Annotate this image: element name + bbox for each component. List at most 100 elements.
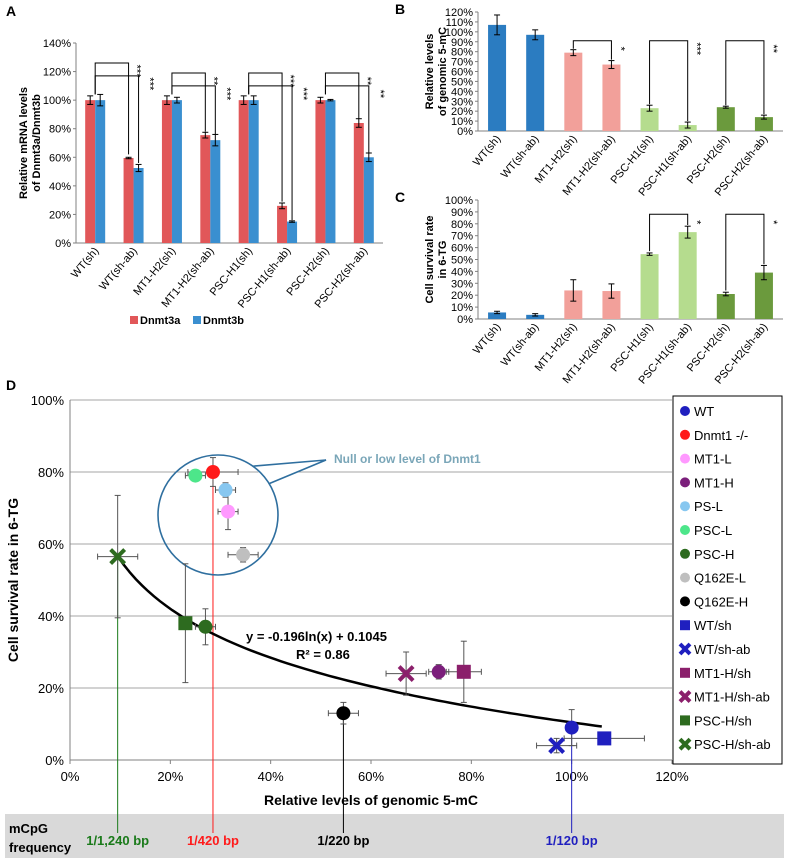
legend-box [672, 395, 783, 765]
marker-circle [198, 619, 213, 634]
y-tick-label: 60% [49, 152, 71, 164]
legend-label-dnmt3a: Dnmt3a [140, 315, 181, 327]
panel-letter-b: B [395, 1, 405, 17]
significance-stars: *** [144, 77, 156, 91]
legend-label: Dnmt1 -/- [694, 428, 748, 443]
fit-curve [116, 555, 602, 728]
y-tick-label: 60% [451, 243, 473, 255]
bar-dnmt3b [248, 100, 259, 244]
data-point-mt1-h-sh [445, 640, 482, 703]
marker-circle [431, 664, 446, 679]
significance-bracket [324, 72, 360, 119]
y-tick-label: 140% [43, 38, 71, 50]
bar [564, 290, 583, 319]
significance-bracket [725, 213, 765, 291]
legend-label-dnmt3b: Dnmt3b [203, 315, 244, 327]
marker-x [678, 642, 692, 656]
y-tick-label: 100% [445, 195, 473, 207]
y-axis-title: in 6-TG [437, 241, 449, 279]
legend-swatch-dnmt3a [130, 316, 138, 324]
frequency-title-line2: frequency [9, 840, 72, 855]
x-tick-label: 120% [655, 769, 689, 784]
y-tick-label: 50% [451, 76, 473, 88]
x-tick-label: 80% [458, 769, 484, 784]
bar [716, 294, 735, 319]
significance-bracket [94, 75, 140, 163]
marker-circle [218, 483, 233, 497]
y-tick-label: 120% [445, 7, 473, 19]
y-axis-title: Cell survival rate in 6-TG [5, 498, 21, 662]
y-tick-label: 40% [38, 609, 64, 624]
bar [640, 254, 659, 319]
panel-d-chart: 0%20%40%60%80%100%0% 20% 40% 60% 80% 100% 120%… [5, 393, 783, 855]
marker-circle [336, 706, 351, 721]
data-point-wt [564, 709, 579, 747]
significance-bracket [725, 40, 765, 115]
bar-dnmt3b [133, 168, 144, 243]
legend-label: PSC-H/sh [694, 713, 752, 728]
panel-a-chart: 0% 20% 40% 60% 80% 100% 120% 140% Relative mRNA … [18, 38, 386, 327]
bar-dnmt3a [85, 100, 96, 244]
x-tick-label: 20% [157, 769, 183, 784]
callout-text: Null or low level of Dnmt1 [334, 452, 481, 466]
x-tick-label: 40% [258, 769, 284, 784]
bar-dnmt3a [200, 135, 211, 243]
significance-stars: ** [207, 77, 219, 86]
significance-stars: * [691, 220, 703, 225]
bar [754, 117, 773, 131]
panel-b-chart: 0%10%20%30%40%50%60%70%80%90%100%110%120… [424, 7, 783, 199]
category-label: WT(sh-ab) [499, 321, 542, 369]
bar-dnmt3b [95, 100, 106, 244]
y-tick-label: 80% [49, 124, 71, 136]
bar [488, 24, 507, 132]
fit-r2: R² = 0.86 [296, 647, 350, 662]
data-point-psc-l [184, 468, 206, 483]
marker-square [597, 731, 612, 746]
frequency-label: 1/220 bp [317, 833, 369, 848]
x-tick-label: 60% [358, 769, 384, 784]
fit-equation: y = -0.196ln(x) + 0.1045 [246, 629, 387, 644]
data-point-psc-h-sh-ab [97, 494, 139, 619]
bar-dnmt3a [161, 100, 172, 244]
marker-square [680, 620, 690, 631]
bar [526, 34, 545, 131]
y-tick-label: 100% [445, 27, 473, 39]
bar-dnmt3a [315, 100, 326, 244]
marker-x [397, 665, 415, 683]
data-point-q162e-l [227, 547, 259, 563]
significance-bracket [248, 85, 293, 221]
legend-label: Q162E-H [694, 594, 748, 609]
marker-square [680, 715, 690, 726]
y-tick-label: 30% [451, 278, 473, 290]
bar-dnmt3b [171, 100, 182, 244]
significance-stars: *** [284, 75, 296, 89]
frequency-label: 1/120 bp [546, 833, 598, 848]
y-tick-label: 90% [451, 207, 473, 219]
marker-circle [680, 477, 690, 488]
frequency-label: 1/420 bp [187, 833, 239, 848]
y-tick-label: 20% [38, 681, 64, 696]
callout-pointer [252, 459, 327, 485]
y-tick-label: 0% [457, 126, 473, 138]
panel-letter-c: C [395, 189, 405, 205]
marker-x [678, 690, 692, 704]
data-point-q162e-h [327, 701, 359, 725]
frequency-title-line1: mCpG [9, 821, 48, 836]
y-tick-label: 40% [451, 86, 473, 98]
legend-label: PSC-H/sh-ab [694, 737, 771, 752]
bar-dnmt3b [325, 100, 336, 244]
significance-stars: * [614, 47, 626, 52]
significance-stars: *** [297, 87, 309, 101]
legend-label: WT/sh [694, 618, 732, 633]
bar-dnmt3a [277, 205, 288, 243]
legend-label: MT1-H/sh-ab [694, 690, 770, 705]
significance-bracket [248, 72, 283, 202]
marker-circle [680, 525, 690, 535]
category-label: WT(sh) [471, 133, 503, 168]
marker-circle [236, 547, 251, 562]
significance-bracket [324, 85, 370, 153]
marker-x [678, 737, 692, 751]
data-point-wt-sh [563, 731, 645, 746]
significance-bracket [649, 40, 689, 122]
